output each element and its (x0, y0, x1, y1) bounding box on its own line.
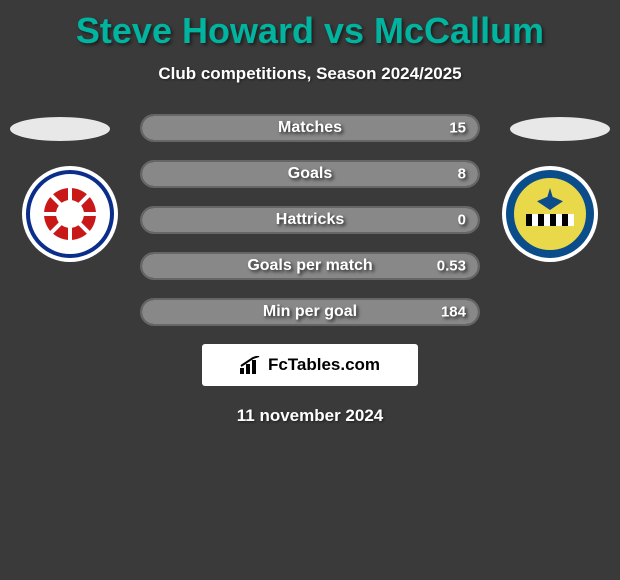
player-marker-left (10, 117, 110, 141)
player-marker-right (510, 117, 610, 141)
stat-value: 15 (449, 120, 466, 137)
stat-label: Min per goal (263, 303, 357, 321)
chart-icon (240, 356, 262, 374)
stat-row-goals: Goals 8 (140, 160, 480, 188)
stat-label: Matches (278, 119, 342, 137)
brand-text: FcTables.com (268, 355, 380, 375)
ship-icon (537, 188, 563, 210)
stat-row-matches: Matches 15 (140, 114, 480, 142)
page-title: Steve Howard vs McCallum (0, 0, 620, 52)
stat-row-goals-per-match: Goals per match 0.53 (140, 252, 480, 280)
badge-ring (506, 170, 594, 258)
subtitle: Club competitions, Season 2024/2025 (0, 64, 620, 84)
checker-pattern (526, 214, 574, 226)
wheel-icon (44, 188, 96, 240)
club-badge-right (502, 166, 598, 262)
stat-value: 184 (441, 304, 466, 321)
date-text: 11 november 2024 (0, 406, 620, 426)
stat-label: Goals per match (247, 257, 372, 275)
stat-label: Goals (288, 165, 332, 183)
stats-list: Matches 15 Goals 8 Hattricks 0 Goals per… (140, 114, 480, 326)
club-badge-left (22, 166, 118, 262)
brand-box[interactable]: FcTables.com (202, 344, 418, 386)
stat-value: 0 (458, 212, 466, 229)
stat-value: 8 (458, 166, 466, 183)
stat-row-hattricks: Hattricks 0 (140, 206, 480, 234)
comparison-content: Matches 15 Goals 8 Hattricks 0 Goals per… (0, 114, 620, 426)
stat-row-min-per-goal: Min per goal 184 (140, 298, 480, 326)
stat-label: Hattricks (276, 211, 344, 229)
stat-value: 0.53 (437, 258, 466, 275)
badge-ring (26, 170, 114, 258)
